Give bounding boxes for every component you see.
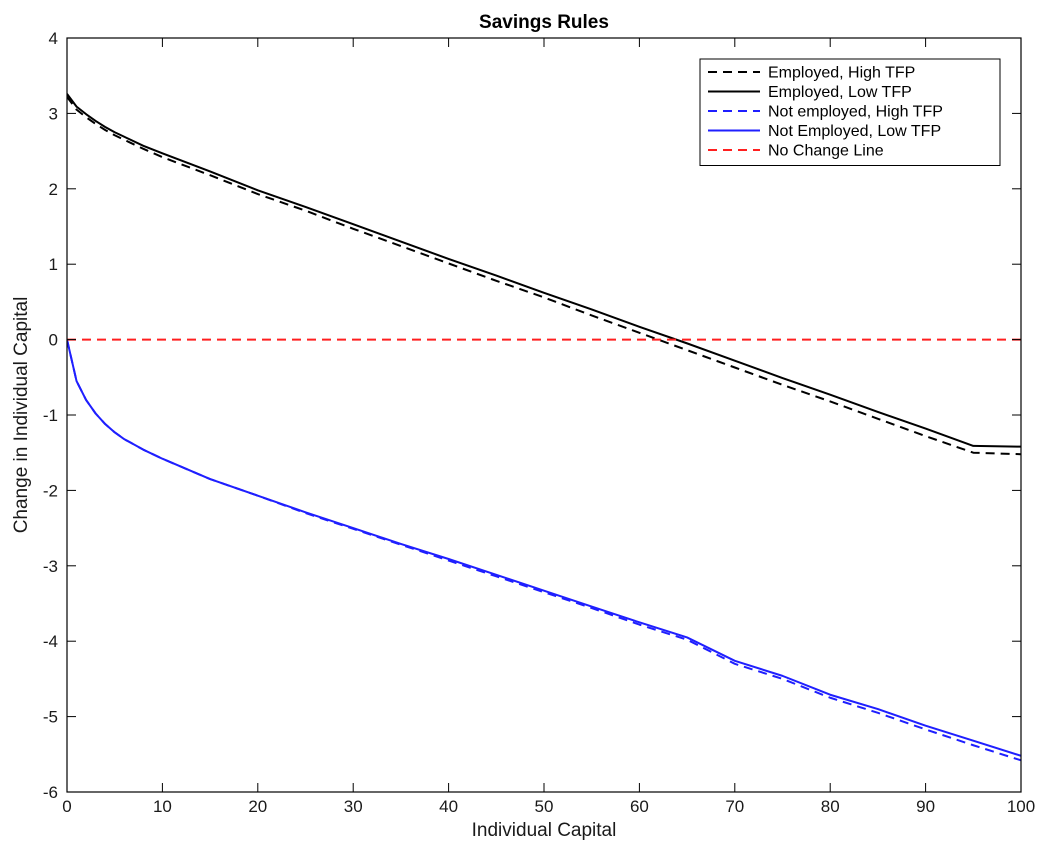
legend-box (699, 58, 1001, 166)
y-tick-label: 2 (49, 180, 58, 199)
y-tick-label: -5 (43, 708, 58, 727)
chart-title: Savings Rules (479, 12, 609, 33)
x-tick-label: 0 (62, 797, 71, 816)
legend-label-4: Not Employed, Low TFP (768, 123, 941, 140)
x-tick-label: 70 (725, 797, 744, 816)
series-line-2 (67, 93, 1021, 448)
y-tick-label: -4 (43, 632, 58, 651)
x-tick-label: 40 (439, 797, 458, 816)
x-tick-label: 90 (916, 797, 935, 816)
y-tick-label: -3 (43, 557, 58, 576)
x-tick-label: 20 (248, 797, 267, 816)
x-tick-label: 30 (344, 797, 363, 816)
series-line-4 (67, 339, 1021, 757)
legend: Employed, High TFP Employed, Low TFP Not e… (699, 58, 1001, 166)
axes-layer: 0 10 20 30 40 50 60 70 80 90 100 -6 -5 -4 -3 -2 -1 0 1 2 3 4 (43, 29, 1035, 816)
y-tick-label: 3 (49, 104, 58, 123)
x-tick-label: 80 (821, 797, 840, 816)
y-tick-label: -2 (43, 481, 58, 500)
legend-label-5: No Change Line (768, 143, 884, 160)
y-tick-label: 4 (49, 29, 58, 48)
x-tick-label: 50 (535, 797, 554, 816)
legend-label-2: Employed, Low TFP (768, 84, 912, 101)
legend-label-3: Not employed, High TFP (768, 104, 943, 121)
series-layer (67, 93, 1021, 762)
y-tick-label: 0 (49, 331, 58, 350)
x-tick-label: 10 (153, 797, 172, 816)
y-tick-label: 1 (49, 255, 58, 274)
y-axis-title: Change in Individual Capital (11, 297, 32, 534)
y-tick-label: -1 (43, 406, 58, 425)
y-tick-label: -6 (43, 783, 58, 802)
x-tick-label: 100 (1007, 797, 1035, 816)
x-axis-title: Individual Capital (472, 820, 617, 841)
x-tick-label: 60 (630, 797, 649, 816)
legend-label-1: Employed, High TFP (768, 65, 915, 82)
